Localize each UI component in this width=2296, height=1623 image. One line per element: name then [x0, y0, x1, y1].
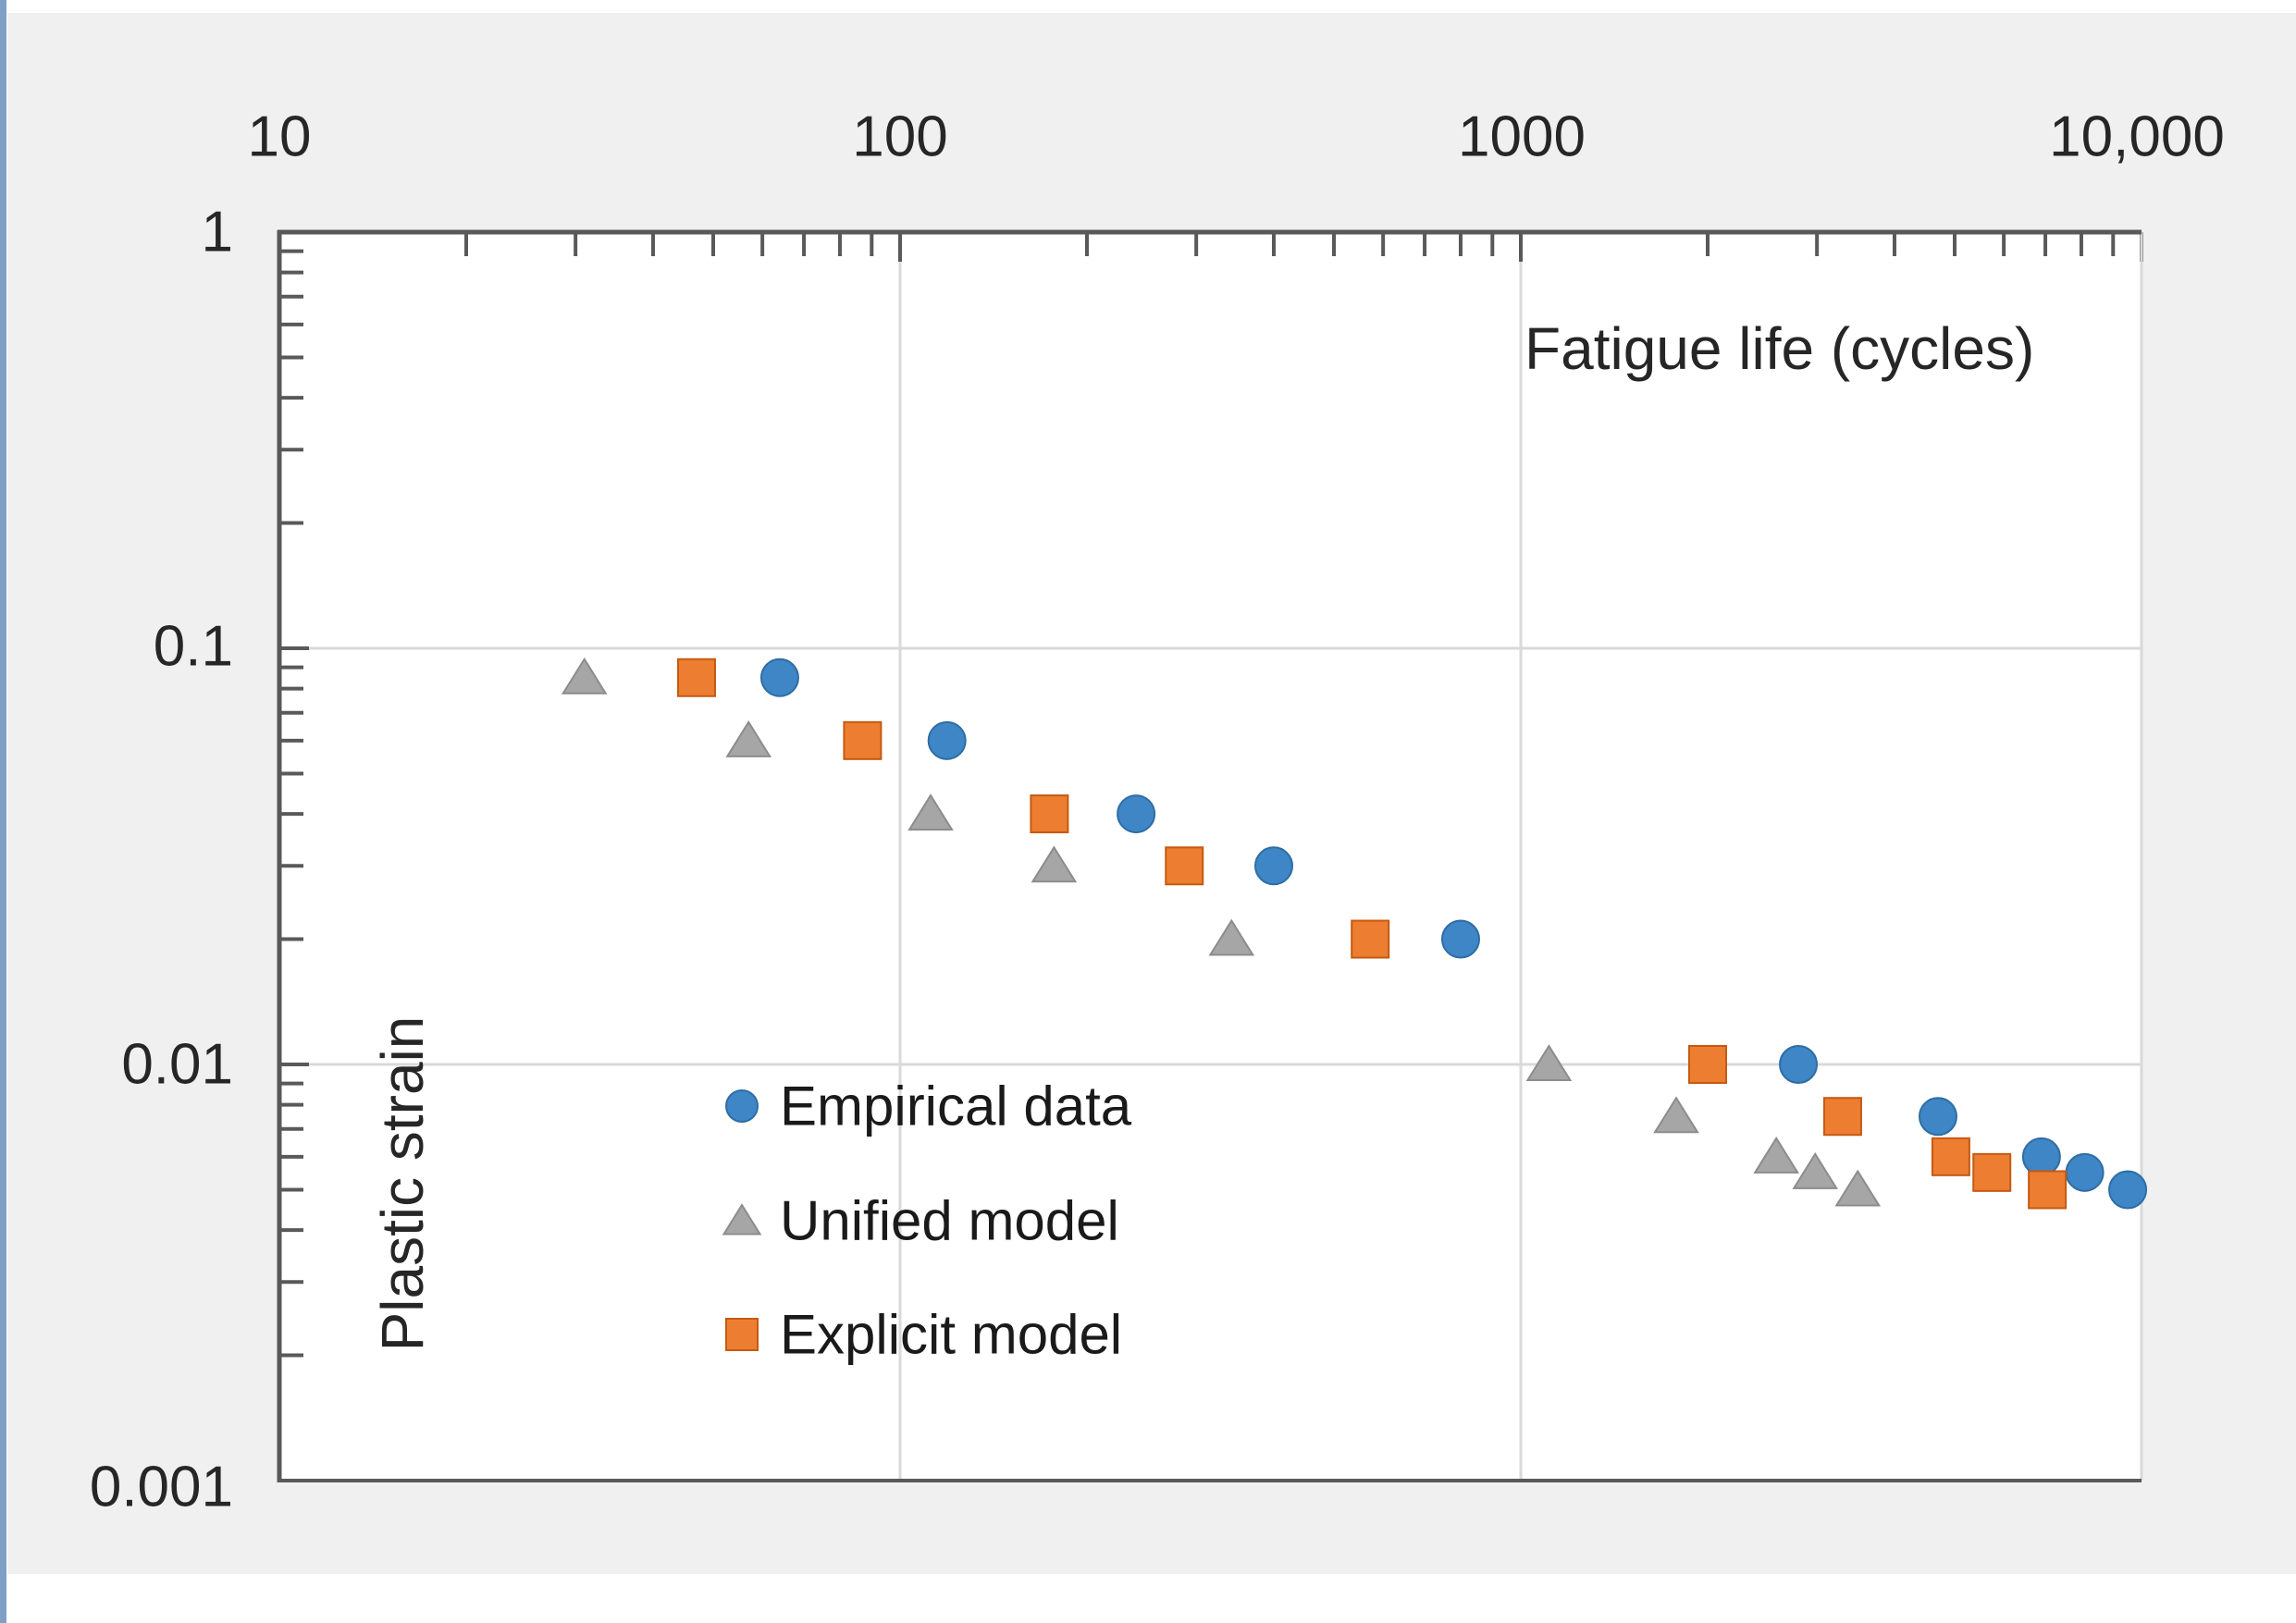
series-explicit-model [676, 658, 2068, 1210]
y-tick-label-0-001: 0.001 [90, 1456, 233, 1519]
legend: Empirical data Unified model Explicit mo… [722, 1076, 1132, 1366]
unified-model-point-3 [907, 793, 954, 831]
x-tick-label-1000: 1000 [1458, 105, 1586, 169]
explicit-model-point-4 [1165, 846, 1204, 886]
explicit-model-point-8 [1931, 1137, 1970, 1176]
x-tick-label-10: 10 [248, 105, 312, 169]
ticks-layer [279, 232, 2143, 1482]
legend-marker-unified-model [722, 1203, 762, 1236]
unified-model-point-6 [1525, 1044, 1573, 1081]
y-axis-tick-labels: 1 0.1 0.01 0.001 [90, 201, 233, 1519]
y-tick-label-0-01: 0.01 [121, 1033, 233, 1097]
empirical-data-point-7 [1918, 1097, 1957, 1137]
page-edge-strip [0, 0, 6, 1623]
explicit-model-point-9 [1972, 1152, 2012, 1192]
empirical-data-point-10 [2108, 1170, 2148, 1210]
empirical-data-point-6 [1779, 1045, 1819, 1084]
x-tick-label-10000: 10,000 [2049, 105, 2225, 169]
x-axis-title: Fatigue life (cycles) [1524, 315, 2034, 382]
legend-markers [722, 1089, 762, 1351]
empirical-data-point-3 [1117, 794, 1156, 834]
axes-layer [277, 229, 2143, 1482]
unified-model-point-9 [1792, 1151, 1838, 1189]
y-tick-label-1: 1 [202, 201, 233, 264]
empirical-data-point-9 [2065, 1152, 2105, 1192]
unified-model-point-2 [725, 719, 772, 757]
explicit-model-point-3 [1030, 794, 1069, 834]
explicit-model-point-1 [676, 658, 716, 697]
empirical-data-point-2 [927, 720, 967, 760]
empirical-data-point-8 [2021, 1137, 2061, 1176]
legend-marker-empirical-data [725, 1089, 759, 1123]
legend-label-explicit-model: Explicit model [780, 1304, 1122, 1366]
unified-model-point-7 [1653, 1096, 1699, 1134]
empirical-data-point-5 [1440, 919, 1480, 959]
empirical-data-point-1 [759, 658, 799, 697]
legend-label-empirical-data: Empirical data [780, 1076, 1132, 1137]
x-tick-label-100: 100 [852, 105, 947, 169]
explicit-model-point-7 [1822, 1097, 1862, 1137]
explicit-model-point-2 [843, 720, 883, 760]
unified-model-point-1 [561, 657, 608, 695]
unified-model-point-10 [1834, 1169, 1882, 1207]
plot-area [279, 232, 2142, 1481]
series-empirical-data [759, 658, 2148, 1210]
x-axis-tick-labels: 10 100 1000 10,000 [248, 105, 2225, 169]
legend-label-unified-model: Unified model [780, 1190, 1119, 1252]
series-unified-model [561, 657, 1882, 1207]
unified-model-point-5 [1208, 918, 1255, 956]
unified-model-point-8 [1753, 1136, 1799, 1174]
y-axis-title: Plastic strain [369, 1016, 436, 1352]
series-layer [561, 657, 2148, 1210]
y-tick-label-0-1: 0.1 [154, 615, 233, 679]
legend-marker-explicit-model [725, 1318, 759, 1351]
explicit-model-point-6 [1687, 1045, 1727, 1084]
explicit-model-point-10 [2028, 1170, 2068, 1210]
explicit-model-point-5 [1351, 919, 1390, 959]
empirical-data-point-4 [1253, 846, 1293, 886]
unified-model-point-4 [1031, 845, 1078, 883]
